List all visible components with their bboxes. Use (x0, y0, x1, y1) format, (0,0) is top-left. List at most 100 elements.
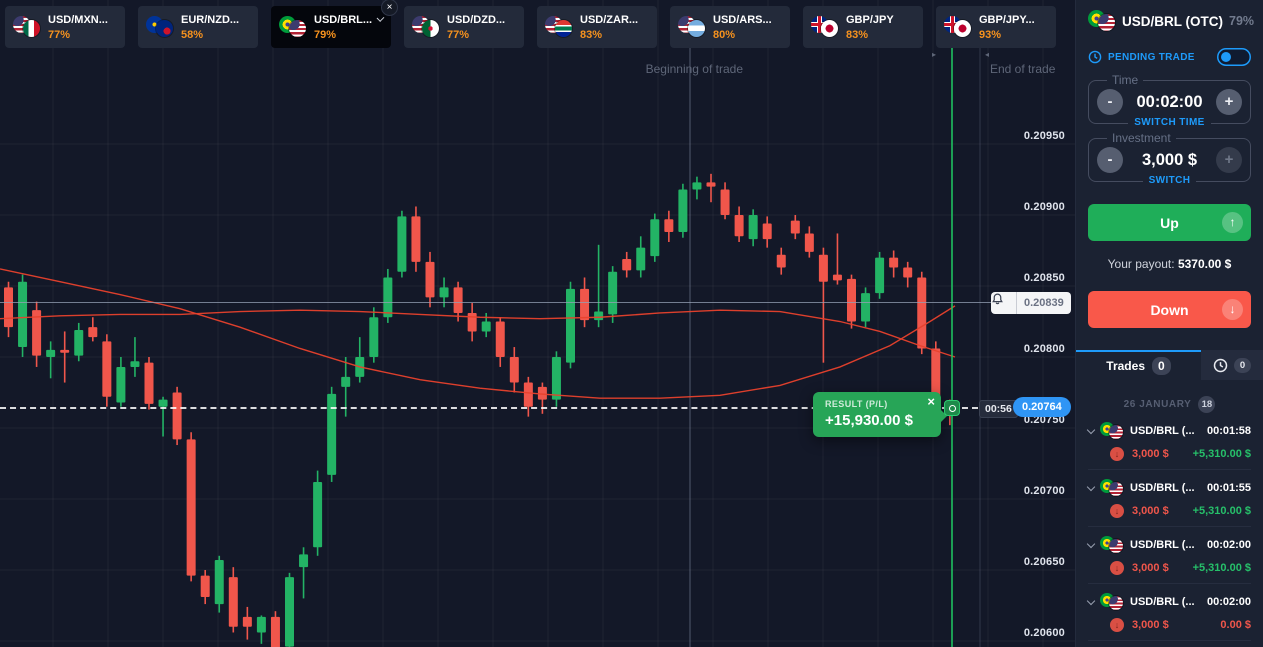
trades-tab-bar: Trades 0 0 (1076, 350, 1263, 380)
pair-tab-eur-nzd---[interactable]: EUR/NZD... 58% (138, 6, 258, 48)
trade-profit: +5,310.00 $ (1192, 448, 1251, 460)
pair-tab-usd-dzd---[interactable]: USD/DZD... 77% (404, 6, 524, 48)
candle (383, 268, 393, 323)
up-button[interactable]: Up ↑ (1088, 204, 1251, 241)
pair-tab-usd-ars---[interactable]: USD/ARS... 80% (670, 6, 790, 48)
pair-tab-usd-mxn---[interactable]: USD/MXN... 77% (5, 6, 125, 48)
pair-tab-gbp-jpy[interactable]: GBP/JPY 83% (803, 6, 923, 48)
candle (186, 432, 196, 582)
trade-amount: 3,000 $ (1132, 505, 1169, 517)
candle (495, 317, 505, 367)
trades-date-row: 26 JANUARY 18 (1088, 396, 1251, 413)
result-tooltip: RESULT (P/L) +15,930.00 $ × (813, 392, 947, 437)
candle (46, 341, 56, 379)
trades-date: 26 JANUARY (1123, 399, 1192, 410)
candle (88, 317, 98, 342)
candle (467, 303, 477, 342)
price-tick-label: 0.20900 (1023, 201, 1065, 213)
down-direction-icon: ↓ (1110, 561, 1124, 575)
current-price-line (0, 302, 991, 303)
flag-pair-icon (1100, 479, 1124, 497)
investment-plus-button[interactable]: + (1216, 147, 1242, 173)
candle (509, 347, 519, 393)
pair-tab-usd-zar---[interactable]: USD/ZAR... 83% (537, 6, 657, 48)
candle (102, 334, 112, 407)
trade-pair: USD/BRL (... (1130, 482, 1195, 494)
price-tick-label: 0.20850 (1023, 272, 1065, 284)
pair-tab-gbp-jpy---[interactable]: GBP/JPY... 93% (936, 6, 1056, 48)
candle (523, 376, 533, 417)
trade-marker-icon[interactable] (944, 400, 960, 416)
switch-time-link[interactable]: SWITCH TIME (1128, 117, 1211, 128)
trade-row[interactable]: USD/BRL (... 00:01:55 ↓ 3,000 $ +5,310.00 $ (1086, 470, 1251, 527)
switch-link[interactable]: SWITCH (1142, 175, 1197, 186)
candle (818, 247, 828, 363)
pair-tab-label: USD/MXN... (48, 13, 108, 26)
arrow-down-icon: ↓ (1222, 299, 1243, 320)
trade-row[interactable]: USD/BRL (... 00:02:00 ↓ 3,000 $ 0.00 $ (1086, 584, 1251, 641)
flag-pair-icon (1100, 422, 1124, 440)
flag-pair-icon (545, 16, 573, 38)
pair-tab-label: USD/DZD... (447, 13, 506, 26)
flag-pair-icon (1088, 10, 1116, 32)
price-tick-label: 0.20600 (1023, 627, 1065, 639)
candle (636, 236, 646, 278)
chevron-down-icon[interactable] (1086, 596, 1096, 605)
candle (903, 261, 913, 288)
trade-row[interactable]: USD/BRL (... 00:01:58 ↓ 3,000 $ +5,310.00 $ (1086, 413, 1251, 470)
candle (566, 281, 575, 369)
candle (327, 386, 337, 482)
chevron-down-icon[interactable] (1086, 425, 1096, 434)
price-alert-box[interactable]: 0.20839 (991, 292, 1071, 314)
chevron-down-icon[interactable] (376, 14, 385, 22)
chevron-down-icon[interactable] (1086, 539, 1096, 548)
trade-pair: USD/BRL (... (1130, 596, 1195, 608)
candle (285, 572, 294, 647)
arrow-up-icon: ↑ (1222, 212, 1243, 233)
candle (116, 357, 126, 407)
investment-value[interactable]: 3,000 $ (1141, 150, 1198, 169)
candle (228, 567, 238, 633)
chevron-down-icon[interactable] (1086, 482, 1096, 491)
trade-duration: 00:02:00 (1206, 539, 1251, 551)
bell-icon[interactable] (991, 292, 1017, 314)
candle (706, 173, 716, 203)
flag-pair-icon (13, 16, 41, 38)
panel-symbol: USD/BRL (OTC) (1122, 13, 1223, 29)
trade-profit: +5,310.00 $ (1192, 562, 1251, 574)
flag-pair-icon (944, 16, 972, 38)
payout-label: Your payout: (1107, 257, 1175, 271)
candle (551, 351, 561, 407)
close-icon[interactable]: × (927, 394, 935, 409)
price-chart[interactable]: 0.20950 0.20900 0.20850 0.20800 0.20750 0.207… (0, 0, 1075, 647)
candle (214, 555, 224, 613)
candle (861, 287, 871, 328)
trade-amount: 3,000 $ (1132, 448, 1169, 460)
pair-tab-label: USD/ZAR... (580, 13, 639, 26)
payout-value: 5370.00 $ (1177, 257, 1232, 271)
close-icon[interactable]: × (381, 0, 398, 16)
pair-tab-usd-brl---[interactable]: USD/BRL... 79% × (271, 0, 398, 48)
tab-trade-history[interactable]: 0 (1201, 350, 1263, 380)
history-clock-icon (1213, 358, 1228, 372)
trades-count-badge: 0 (1152, 357, 1171, 375)
trade-duration: 00:01:58 (1206, 425, 1251, 437)
time-minus-button[interactable]: - (1097, 89, 1123, 115)
entry-price-badge: 0.20764 (1013, 397, 1071, 417)
price-tick-label: 0.20750 (1023, 414, 1065, 426)
trade-row[interactable]: USD/BRL (... 00:02:00 ↓ 3,000 $ +5,310.00 $ (1086, 527, 1251, 584)
ma_fast-line (0, 309, 956, 358)
investment-minus-button[interactable]: - (1097, 147, 1123, 173)
time-plus-button[interactable]: + (1216, 89, 1242, 115)
ma_slow-line (0, 268, 956, 399)
pending-trade-toggle[interactable] (1217, 48, 1251, 66)
candlestick-chart (0, 0, 1075, 647)
tab-trades[interactable]: Trades 0 (1076, 350, 1201, 380)
time-value[interactable]: 00:02:00 (1136, 92, 1203, 111)
down-button[interactable]: Down ↓ (1088, 291, 1251, 328)
flag-pair-icon (279, 16, 307, 38)
flag-pair-icon (811, 16, 839, 38)
candle (608, 266, 618, 323)
down-direction-icon: ↓ (1110, 504, 1124, 518)
trade-profit: 0.00 $ (1220, 619, 1251, 631)
